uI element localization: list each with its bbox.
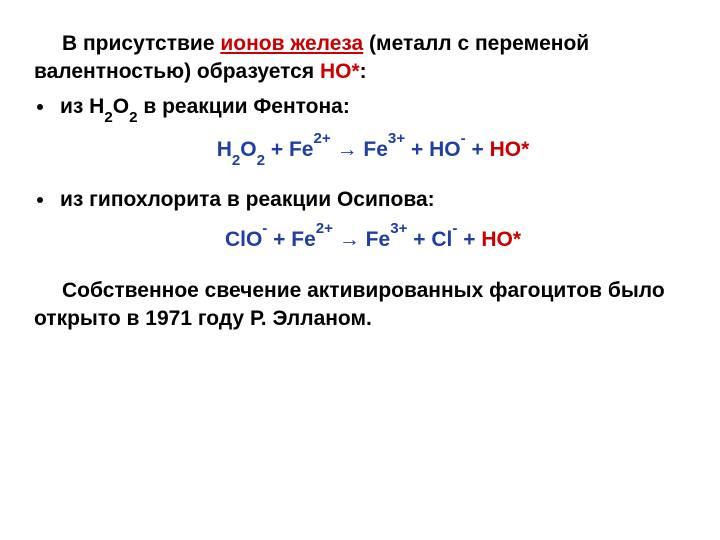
eq2-m2: - — [452, 220, 457, 237]
b1-prefix: из Н — [60, 95, 104, 118]
eq1-s2a: 2 — [232, 152, 240, 169]
eq2-m1: - — [262, 220, 267, 237]
eq1-plus2: + HO — [405, 138, 460, 161]
eq2-clo: ClO — [225, 228, 262, 251]
eq1-minus: - — [461, 130, 466, 147]
intro-ho-star: НО* — [320, 60, 360, 83]
eq2-arrow: → Fe — [333, 228, 390, 251]
eq1-plus1: + Fe — [265, 138, 313, 161]
equation-osipov: ClO- + Fe2+ → Fe3+ + Cl- + HO* — [60, 224, 686, 254]
bullet-list: из Н2О2 в реакции Фентона: H2O2 + Fe2+ →… — [34, 93, 686, 255]
intro-t1: В присутствие — [62, 32, 220, 55]
b2-text: из гипохлорита в реакции Осипова: — [60, 188, 435, 211]
eq1-ho-star: HO* — [490, 138, 530, 161]
eq2-plus1: + Fe — [267, 228, 315, 251]
eq2-plus3: + — [457, 228, 481, 251]
eq2-ho-star: HO* — [481, 228, 521, 251]
eq2-p3: 3+ — [390, 220, 407, 237]
slide-body: В присутствие ионов железа (металл с пер… — [0, 0, 720, 540]
intro-t3: : — [360, 60, 367, 83]
eq1-s2b: 2 — [257, 152, 265, 169]
eq2-plus2: + Cl — [407, 228, 452, 251]
equation-fenton: H2O2 + Fe2+ → Fe3+ + HO- + HO* — [60, 134, 686, 168]
b1-sub2: 2 — [129, 109, 137, 126]
b1-suffix: в реакции Фентона: — [138, 95, 350, 118]
eq1-plus3: + — [466, 138, 490, 161]
eq1-arrow: → Fe — [331, 138, 388, 161]
intro-iron-ions: ионов железа — [220, 32, 363, 55]
eq1-h: H — [217, 138, 232, 161]
intro-paragraph: В присутствие ионов железа (металл с пер… — [34, 30, 686, 87]
eq1-o: O — [240, 138, 256, 161]
closing-text: Собственное свечение активированных фаго… — [34, 279, 665, 330]
bullet-item-fenton: из Н2О2 в реакции Фентона: H2O2 + Fe2+ →… — [56, 93, 686, 168]
eq1-p3: 3+ — [388, 130, 405, 147]
eq2-p2: 2+ — [316, 220, 333, 237]
closing-paragraph: Собственное свечение активированных фаго… — [34, 277, 686, 334]
eq1-p2: 2+ — [314, 130, 331, 147]
bullet-item-osipov: из гипохлорита в реакции Осипова: ClO- +… — [56, 186, 686, 255]
b1-mid: О — [113, 95, 129, 118]
b1-sub1: 2 — [104, 109, 112, 126]
